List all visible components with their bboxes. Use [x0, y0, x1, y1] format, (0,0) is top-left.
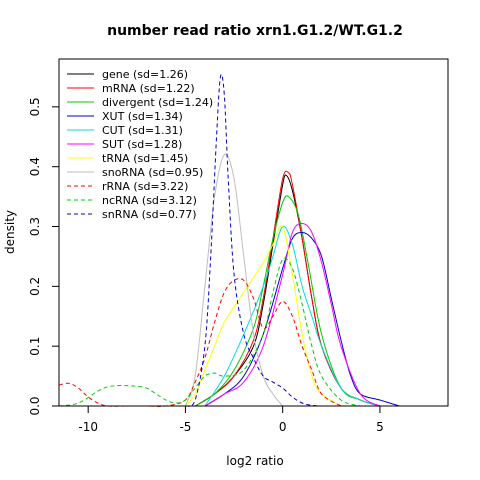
y-tick-label: 0.3: [28, 217, 42, 236]
chart-title: number read ratio xrn1.G1.2/WT.G1.2: [107, 23, 403, 39]
y-tick-label: 0.1: [28, 337, 42, 356]
y-tick-label: 0.5: [28, 97, 42, 116]
legend-label: divergent (sd=1.24): [102, 96, 213, 109]
legend-label: tRNA (sd=1.45): [102, 152, 188, 165]
legend-label: mRNA (sd=1.22): [102, 82, 195, 95]
legend-label: rRNA (sd=3.22): [102, 180, 188, 193]
legend-label: CUT (sd=1.31): [102, 124, 183, 137]
legend-label: SUT (sd=1.28): [102, 138, 182, 151]
legend-label: snoRNA (sd=0.95): [102, 166, 203, 179]
legend-label: XUT (sd=1.34): [102, 110, 183, 123]
legend-label: ncRNA (sd=3.12): [102, 194, 197, 207]
legend-label: snRNA (sd=0.77): [102, 208, 197, 221]
x-tick-label: -5: [179, 420, 191, 434]
y-axis-label: density: [3, 210, 17, 254]
x-tick-label: 0: [279, 420, 287, 434]
y-tick-label: 0.2: [28, 277, 42, 296]
legend-label: gene (sd=1.26): [102, 68, 188, 81]
y-tick-label: 0.4: [28, 157, 42, 176]
y-tick-label: 0.0: [28, 396, 42, 415]
x-axis-label: log2 ratio: [226, 454, 283, 468]
x-tick-label: -10: [78, 420, 98, 434]
x-tick-label: 5: [376, 420, 384, 434]
